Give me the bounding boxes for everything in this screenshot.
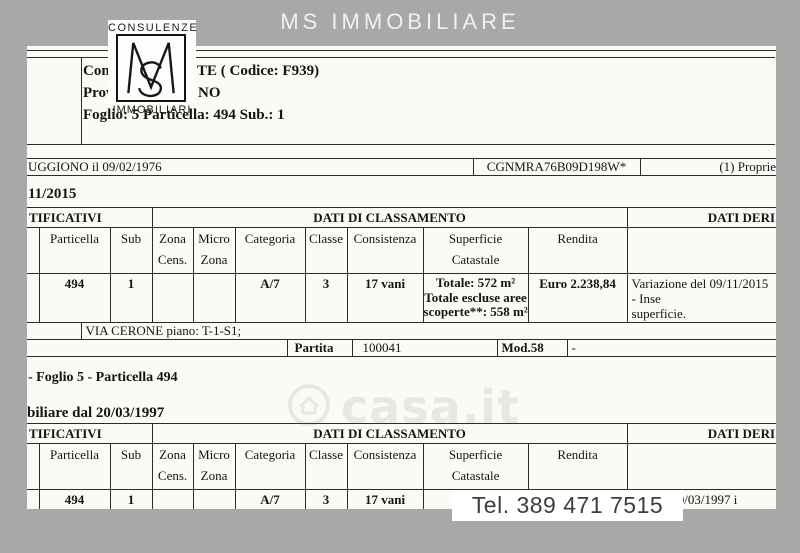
document-header-box: Com TE ( Codice: F939) Prov NO Foglio: 5… bbox=[27, 57, 775, 145]
ms-monogram-icon bbox=[116, 34, 186, 102]
col-classe: Classe bbox=[304, 227, 348, 274]
col-superficie: Superficie Catastale bbox=[422, 227, 529, 274]
section2-title: biliare dal 20/03/1997 bbox=[27, 405, 165, 421]
col-rendita: Rendita bbox=[527, 227, 628, 274]
indirizzo: VIA CERONE piano: T-1-S1; bbox=[80, 323, 776, 340]
col-micro-zona: Micro Zona bbox=[192, 443, 236, 490]
intestatario-nato: UGGIONO il 09/02/1976 bbox=[27, 158, 474, 176]
phone-number: Tel. 389 471 7515 bbox=[452, 490, 683, 521]
col-particella: Particella bbox=[38, 227, 111, 274]
col-superficie: Superficie Catastale bbox=[422, 443, 529, 490]
provincia-sigla: NO bbox=[198, 85, 221, 101]
col-consistenza: Consistenza bbox=[346, 443, 424, 490]
col-zona-cens: Zona Cens. bbox=[151, 443, 194, 490]
cell-rendita: Euro 2.238,84 bbox=[527, 273, 628, 323]
indirizzo-row: VIA CERONE piano: T-1-S1; bbox=[27, 323, 776, 340]
cell-consistenza: 17 vani bbox=[346, 273, 424, 323]
comune-fragment: Com bbox=[83, 63, 114, 79]
col-consistenza: Consistenza bbox=[346, 227, 424, 274]
cell-classe: 3 bbox=[304, 489, 348, 509]
column-header-row: Particella Sub Zona Cens. Micro Zona Categ… bbox=[27, 443, 776, 490]
header-divider bbox=[81, 58, 82, 144]
foglio-particella-sub: Foglio: 5 Particella: 494 Sub.: 1 bbox=[83, 107, 285, 123]
cell-zona bbox=[151, 489, 194, 509]
top-rule bbox=[27, 50, 776, 51]
group-classamento: DATI DI CLASSAMENTO bbox=[151, 207, 628, 228]
col-rendita: Rendita bbox=[527, 443, 628, 490]
mod58-value: - bbox=[566, 340, 776, 357]
col-micro-zona: Micro Zona bbox=[192, 227, 236, 274]
col-derivanti bbox=[626, 227, 776, 274]
group-header-row: TIFICATIVI DATI DI CLASSAMENTO DATI DERI bbox=[27, 423, 776, 444]
intestatario-row: UGGIONO il 09/02/1976 CGNMRA76B09D198W* … bbox=[27, 158, 776, 176]
section1-title: 11/2015 bbox=[28, 186, 77, 202]
col-particella: Particella bbox=[38, 443, 111, 490]
cell-classe: 3 bbox=[304, 273, 348, 323]
mod58-label: Mod.58 bbox=[496, 340, 568, 357]
agency-logo: CONSULENZE bbox=[108, 20, 199, 104]
cell-categoria: A/7 bbox=[234, 489, 306, 509]
group-identificativi: TIFICATIVI bbox=[27, 207, 153, 228]
table-row: 494 1 A/7 3 17 vani Totale: 572 m² Total… bbox=[27, 273, 776, 323]
col-categoria: Categoria bbox=[234, 443, 306, 490]
cell-derivanti: Variazione del 09/11/2015 - Inse superfi… bbox=[626, 273, 776, 323]
partita-row: Partita 100041 Mod.58 - bbox=[27, 340, 776, 357]
agency-title: MS IMMOBILIARE bbox=[280, 9, 520, 34]
classamento-table-1: TIFICATIVI DATI DI CLASSAMENTO DATI DERI… bbox=[27, 207, 776, 357]
col-sub: Sub bbox=[109, 227, 153, 274]
group-identificativi: TIFICATIVI bbox=[27, 423, 153, 444]
group-derivanti: DATI DERI bbox=[626, 423, 776, 444]
cell-zona bbox=[151, 273, 194, 323]
cell-particella: 494 bbox=[38, 273, 111, 323]
column-header-row: Particella Sub Zona Cens. Micro Zona Categ… bbox=[27, 227, 776, 274]
group-derivanti: DATI DERI bbox=[626, 207, 776, 228]
document-page: Com TE ( Codice: F939) Prov NO Foglio: 5… bbox=[27, 46, 776, 509]
cell-particella: 494 bbox=[38, 489, 111, 509]
col-categoria: Categoria bbox=[234, 227, 306, 274]
group-classamento: DATI DI CLASSAMENTO bbox=[151, 423, 628, 444]
comune-codice: TE ( Codice: F939) bbox=[197, 63, 320, 79]
col-sub: Sub bbox=[109, 443, 153, 490]
foglio-reference: - Foglio 5 - Particella 494 bbox=[28, 370, 178, 385]
cell-sub: 1 bbox=[109, 489, 153, 509]
diritti-fragment: (1) Proprie bbox=[639, 158, 776, 176]
col-classe: Classe bbox=[304, 443, 348, 490]
col-derivanti bbox=[626, 443, 776, 490]
stub-column bbox=[27, 227, 40, 274]
group-header-row: TIFICATIVI DATI DI CLASSAMENTO DATI DERI bbox=[27, 207, 776, 228]
provincia-fragment: Prov bbox=[83, 85, 114, 101]
cell-categoria: A/7 bbox=[234, 273, 306, 323]
cell-consistenza: 17 vani bbox=[346, 489, 424, 509]
cell-sub: 1 bbox=[109, 273, 153, 323]
partita-value: 100041 bbox=[351, 340, 498, 357]
cell-micro bbox=[192, 489, 236, 509]
cell-superficie: Totale: 572 m² Totale escluse aree scope… bbox=[422, 273, 529, 323]
logo-consulenze-label: CONSULENZE bbox=[108, 22, 199, 34]
logo-immobiliari-label: IMMOBILIARI bbox=[112, 104, 192, 116]
col-zona-cens: Zona Cens. bbox=[151, 227, 194, 274]
partita-label: Partita bbox=[286, 340, 353, 357]
cell-micro bbox=[192, 273, 236, 323]
codice-fiscale: CGNMRA76B09D198W* bbox=[472, 158, 641, 176]
